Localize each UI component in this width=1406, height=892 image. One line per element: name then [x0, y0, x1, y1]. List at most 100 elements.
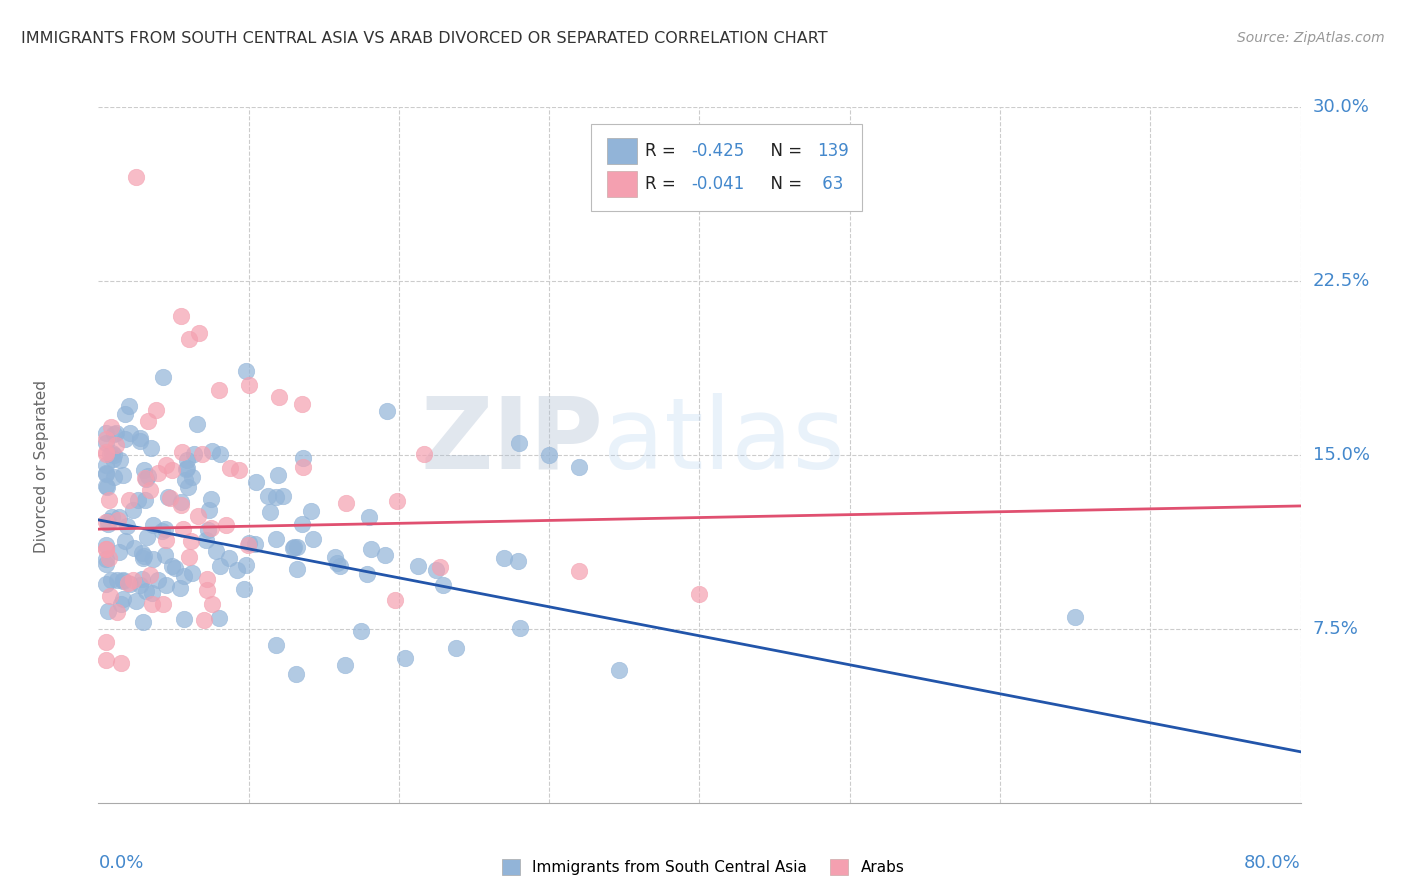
Point [290, 517, 312, 532]
Point [132, 550, 155, 565]
Point [264, 639, 287, 653]
Point [101, 446, 124, 460]
Point [145, 402, 167, 417]
Text: atlas: atlas [603, 392, 845, 490]
Point [173, 612, 195, 626]
Point [110, 597, 132, 611]
Point [155, 548, 177, 562]
Point [94, 541, 117, 556]
Point [181, 470, 204, 484]
Point [264, 490, 287, 504]
Point [285, 540, 308, 554]
Point [176, 461, 198, 475]
Text: Divorced or Separated: Divorced or Separated [34, 380, 49, 553]
Point [285, 561, 308, 575]
Point [359, 510, 381, 524]
Point [173, 568, 195, 582]
Point [208, 383, 231, 397]
Point [180, 566, 202, 580]
Point [170, 498, 193, 512]
Point [124, 541, 146, 555]
Text: -0.425: -0.425 [692, 142, 744, 160]
Point [132, 463, 155, 477]
Point [492, 550, 515, 565]
Point [105, 605, 128, 619]
Point [118, 577, 141, 591]
Point [291, 397, 314, 411]
Point [108, 510, 131, 524]
Point [299, 504, 322, 518]
Point [191, 447, 214, 461]
Point [94, 445, 117, 459]
Text: 63: 63 [817, 175, 844, 194]
Point [98, 550, 121, 565]
Point [136, 468, 159, 483]
Point [125, 169, 148, 184]
Point [188, 326, 211, 341]
Point [200, 521, 222, 535]
Point [283, 541, 305, 555]
Point [568, 564, 591, 578]
Point [180, 534, 202, 549]
Point [129, 578, 152, 592]
Point [94, 467, 117, 481]
Point [152, 597, 174, 611]
Point [131, 572, 153, 586]
Point [122, 503, 145, 517]
Point [228, 463, 250, 477]
Point [155, 458, 177, 472]
Point [134, 549, 156, 563]
Text: R =: R = [645, 142, 682, 160]
Point [267, 468, 290, 483]
FancyBboxPatch shape [592, 124, 862, 211]
Point [169, 581, 191, 595]
Point [218, 551, 240, 566]
Point [96, 467, 118, 481]
Point [94, 446, 117, 460]
Point [200, 492, 222, 507]
Point [134, 470, 156, 484]
Point [118, 425, 141, 440]
Point [326, 556, 349, 570]
Point [186, 417, 208, 432]
Point [177, 480, 200, 494]
Point [117, 576, 139, 591]
Point [172, 523, 194, 537]
Point [105, 438, 128, 452]
Point [187, 509, 209, 524]
Point [385, 494, 408, 508]
Point [114, 533, 136, 548]
Point [165, 561, 187, 575]
Point [107, 513, 129, 527]
Point [609, 664, 631, 678]
Point [283, 540, 305, 554]
Point [176, 462, 198, 476]
Point [375, 403, 398, 417]
Point [94, 542, 117, 557]
Point [201, 597, 224, 611]
Point [100, 573, 122, 587]
Point [103, 452, 125, 467]
Point [406, 559, 429, 574]
Point [325, 550, 347, 565]
Point [538, 448, 561, 462]
Point [150, 524, 173, 538]
Point [215, 517, 238, 532]
Point [329, 559, 352, 574]
Text: N =: N = [759, 175, 807, 194]
Point [97, 604, 120, 618]
Point [97, 516, 120, 531]
Point [122, 574, 145, 588]
Point [508, 554, 530, 568]
Point [135, 584, 157, 599]
Point [235, 364, 257, 378]
Point [100, 420, 122, 434]
Point [291, 460, 314, 475]
Point [429, 559, 451, 574]
Text: 139: 139 [817, 142, 849, 160]
Point [94, 634, 117, 648]
Point [125, 593, 148, 607]
Point [148, 466, 170, 480]
Point [208, 611, 231, 625]
Point [139, 568, 162, 582]
